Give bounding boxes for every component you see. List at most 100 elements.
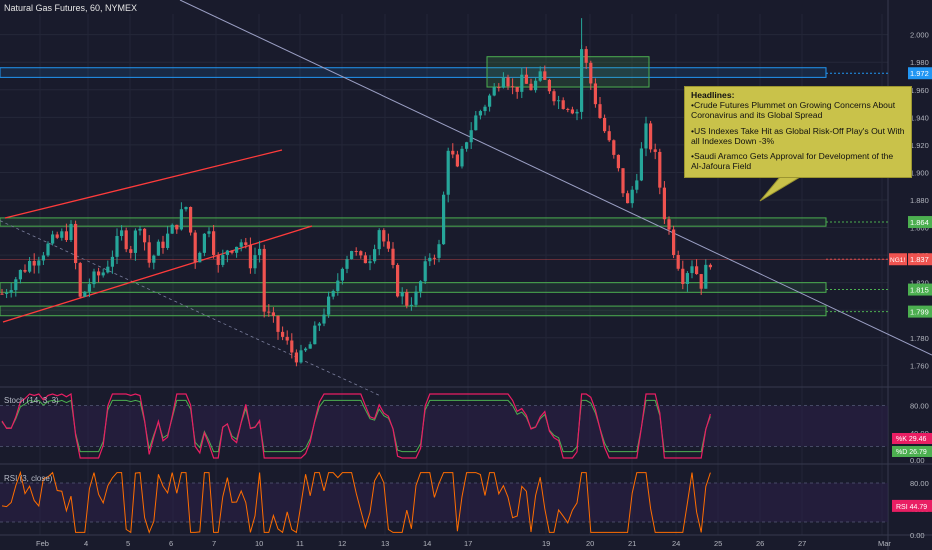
candle-body — [55, 234, 59, 238]
candle-body — [152, 255, 156, 263]
candle-body — [589, 62, 593, 84]
candle-body — [138, 228, 142, 231]
candle-body — [704, 264, 708, 289]
candle-body — [538, 71, 542, 81]
support-zone-upper — [0, 217, 827, 227]
time-tick-label: 27 — [798, 539, 806, 548]
candle-body — [101, 272, 105, 276]
candle-body — [515, 86, 519, 92]
candle-body — [299, 350, 303, 363]
candle-body — [46, 243, 50, 256]
candle-body — [51, 234, 55, 244]
candle-body — [557, 100, 561, 102]
price-tick-label: 1.820 — [910, 279, 929, 288]
price-tick-label: 1.960 — [910, 86, 929, 95]
price-badge — [908, 253, 932, 266]
candle-body — [575, 111, 579, 114]
chart-title: Natural Gas Futures, 60, NYMEX — [4, 3, 138, 13]
candle-body — [442, 194, 446, 245]
candle-body — [115, 236, 119, 257]
candle-body — [14, 279, 18, 291]
candle-body — [529, 83, 533, 91]
channel-line-lower — [2, 225, 313, 323]
candle-body — [626, 193, 630, 204]
trend-line-dashed — [0, 220, 381, 397]
candle-body — [690, 266, 694, 274]
candle-body — [451, 150, 455, 155]
candle-body — [5, 292, 9, 294]
price-badge-text: 1.815 — [910, 286, 929, 295]
candle-body — [345, 259, 349, 269]
headline-item: Crude Futures Plummet on Growing Concern… — [691, 100, 905, 120]
candle-body — [672, 229, 676, 255]
stoch-tick-label: 80.00 — [910, 402, 929, 411]
candle-body — [391, 248, 395, 265]
candle-body — [267, 311, 271, 313]
candle-body — [630, 189, 634, 204]
rsi-band — [0, 483, 888, 522]
candle-body — [244, 242, 248, 245]
time-tick-label: 10 — [255, 539, 263, 548]
candle-body — [511, 86, 515, 88]
candle-body — [483, 106, 487, 112]
candle-body — [170, 224, 174, 234]
time-tick-label: 19 — [542, 539, 550, 548]
candle-body — [198, 252, 202, 263]
price-tick-label: 1.920 — [910, 141, 929, 150]
candle-body — [78, 263, 82, 297]
rsi-pane-label: RSI (3, close) — [4, 474, 53, 483]
candle-body — [92, 271, 96, 285]
candle-body — [124, 230, 128, 250]
time-tick-label: 14 — [423, 539, 431, 548]
candle-body — [216, 254, 220, 265]
candle-body — [350, 251, 354, 260]
candle-body — [258, 248, 262, 256]
price-tick-label: 1.900 — [910, 168, 929, 177]
stoch-k-value: %K 29.46 — [896, 436, 926, 443]
candle-body — [667, 219, 671, 230]
candle-body — [156, 241, 160, 256]
candle-body — [552, 91, 556, 102]
time-tick-label: Mar — [878, 539, 891, 548]
candle-body — [304, 348, 308, 351]
candle-body — [64, 231, 68, 241]
candle-body — [695, 266, 699, 275]
candle-body — [593, 83, 597, 105]
candle-body — [616, 154, 620, 169]
candle-body — [400, 292, 404, 297]
price-tick-label: 1.940 — [910, 113, 929, 122]
stoch-d-line — [1, 399, 711, 453]
candle-body — [336, 280, 340, 291]
candle-body — [331, 290, 335, 297]
candle-body — [497, 87, 501, 89]
peak-zone — [486, 56, 650, 88]
candle-body — [566, 108, 570, 110]
candle-body — [327, 296, 331, 315]
candle-body — [230, 250, 234, 253]
candle-body — [414, 291, 418, 305]
stoch-pane-label: Stoch (14, 3, 3) — [4, 396, 59, 405]
candle-body — [561, 100, 565, 109]
candle-body — [547, 79, 551, 92]
candle-body — [653, 149, 657, 152]
candle-body — [428, 257, 432, 262]
candle-body — [41, 255, 45, 261]
candle-body — [584, 49, 588, 63]
candle-body — [239, 242, 243, 247]
candle-body — [465, 142, 469, 149]
candle-body — [649, 123, 653, 150]
candle-body — [202, 233, 206, 253]
candle-body — [9, 290, 13, 293]
price-tick-label: 1.860 — [910, 224, 929, 233]
candle-body — [23, 269, 27, 272]
rsi-badge — [892, 499, 932, 512]
candle-body — [120, 230, 124, 237]
candle-body — [598, 104, 602, 118]
candle-body — [419, 281, 423, 292]
candle-body — [322, 314, 326, 324]
rsi-tick-label: 80.00 — [910, 479, 929, 488]
candle-body — [460, 148, 464, 167]
candle-body — [432, 257, 436, 259]
candle-body — [193, 232, 197, 263]
